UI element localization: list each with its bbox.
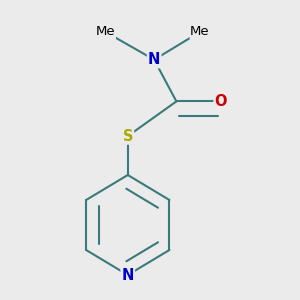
Text: N: N [122, 268, 134, 283]
Text: S: S [122, 129, 133, 144]
Text: Me: Me [96, 26, 116, 38]
Text: N: N [148, 52, 161, 67]
Text: Me: Me [190, 26, 210, 38]
Text: O: O [214, 94, 227, 109]
